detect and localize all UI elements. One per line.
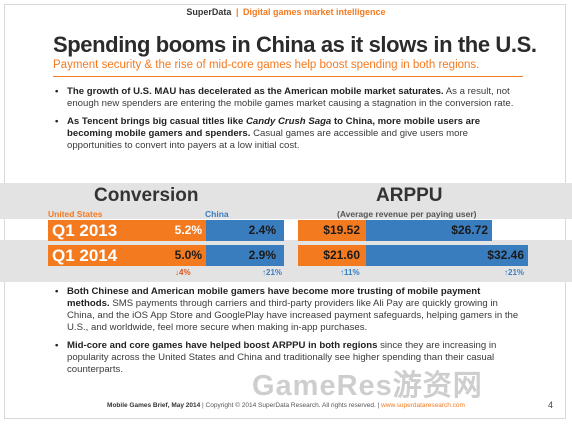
bullet-dot: •: [55, 286, 59, 297]
page-title: Spending booms in China as it slows in t…: [53, 32, 537, 57]
footer-copyright: | Copyright © 2014 SuperData Research. A…: [200, 402, 382, 409]
title-rule: [53, 76, 523, 77]
brand-name: SuperData: [186, 7, 232, 17]
conversion-china-bar-2014: 2.9%: [206, 245, 284, 266]
bullet-item: • Mid-core and core games have helped bo…: [55, 340, 525, 376]
period-label: Q1 2014: [52, 246, 118, 265]
footer: Mobile Games Brief, May 2014 | Copyright…: [0, 402, 572, 409]
bullet-bold: Both Chinese and American mobile gamers …: [67, 286, 481, 309]
bullet-item: • As Tencent brings big casual titles li…: [55, 116, 525, 152]
header-tagline: Digital games market intelligence: [243, 7, 386, 17]
bullet-italic: Candy Crush Saga: [245, 116, 332, 127]
arppu-china-change: ↑21%: [504, 268, 525, 277]
bullet-dot: •: [55, 340, 59, 351]
conversion-china-change: ↑21%: [262, 268, 283, 277]
bullet-dot: •: [55, 116, 59, 127]
china-label: China: [205, 209, 229, 219]
bullet-dot: •: [55, 86, 59, 97]
watermark: GameRes游资网: [252, 370, 483, 402]
conversion-us-value: 5.2%: [174, 223, 202, 237]
bullet-text: Casual games are accessible and give use…: [67, 128, 468, 151]
bullet-text: As a result, not enough new spenders are…: [67, 86, 514, 109]
conversion-us-bar-2014: Q1 2014 5.0%: [48, 245, 206, 266]
footer-doc: Mobile Games Brief, May 2014: [107, 402, 201, 409]
arppu-china-value: $26.72: [451, 223, 488, 237]
bullet-item: • Both Chinese and American mobile gamer…: [55, 286, 525, 334]
conversion-china-value: 2.4%: [248, 223, 276, 237]
bullet-bold: Mid-core and core games have helped boos…: [67, 340, 378, 351]
conversion-us-value: 5.0%: [174, 248, 202, 262]
arppu-china-value: $32.46: [487, 248, 524, 262]
arppu-us-change: ↑11%: [340, 268, 360, 277]
conversion-us-bar-2013: Q1 2013 5.2%: [48, 220, 206, 241]
conversion-china-value: 2.9%: [248, 248, 276, 262]
conversion-title: Conversion: [94, 185, 199, 206]
bullets-top: • The growth of U.S. MAU has decelerated…: [55, 86, 525, 158]
band-background: [0, 183, 572, 219]
arppu-us-bar-2013: $19.52: [298, 220, 366, 241]
arppu-us-bar-2014: $21.60: [298, 245, 366, 266]
bullets-bottom: • Both Chinese and American mobile gamer…: [55, 286, 525, 382]
period-label: Q1 2013: [52, 221, 118, 240]
conversion-china-bar-2013: 2.4%: [206, 220, 284, 241]
bullet-bold: As Tencent brings big casual titles like: [67, 116, 246, 127]
header-separator: |: [235, 7, 239, 17]
bullet-item: • The growth of U.S. MAU has decelerated…: [55, 86, 525, 110]
bullet-text: SMS payments through carriers and third-…: [67, 298, 519, 333]
bullet-text: since they are increasing in popularity …: [67, 340, 497, 375]
bullet-bold-after: to China, more mobile users are becoming…: [67, 116, 481, 139]
us-label: United States: [48, 209, 103, 219]
arppu-subtitle: (Average revenue per paying user): [337, 209, 477, 219]
bullet-bold: The growth of U.S. MAU has decelerated a…: [67, 86, 444, 97]
footer-url[interactable]: www.superdataresearch.com: [381, 402, 465, 409]
page-subtitle: Payment security & the rise of mid-core …: [53, 59, 480, 71]
arppu-china-bar-2014: $32.46: [366, 245, 528, 266]
arppu-us-value: $19.52: [323, 223, 360, 237]
conversion-us-change: ↓4%: [175, 268, 191, 277]
arppu-china-bar-2013: $26.72: [366, 220, 492, 241]
arppu-title: ARPPU: [376, 185, 443, 206]
arppu-us-value: $21.60: [323, 248, 360, 262]
page-number: 4: [548, 400, 554, 410]
header: SuperData | Digital games market intelli…: [0, 7, 572, 17]
